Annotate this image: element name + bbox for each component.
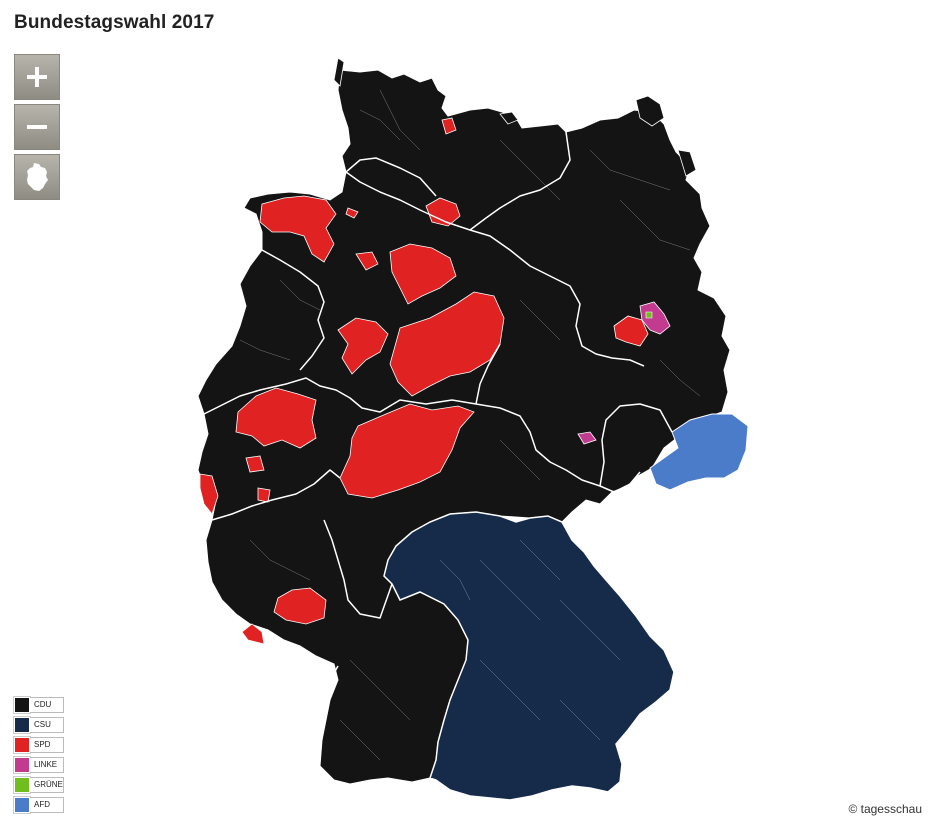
legend-item-linke: LINKE <box>13 756 64 774</box>
legend-swatch <box>13 756 31 774</box>
map-region-spd-emsland[interactable] <box>259 195 337 263</box>
map-island-sylt[interactable] <box>333 57 345 87</box>
legend-item-afd: AFD <box>13 796 64 814</box>
legend-swatch <box>13 776 31 794</box>
map-region-spd-hannover[interactable] <box>389 243 457 305</box>
map-island-usedom[interactable] <box>677 149 697 177</box>
map-region-afd[interactable] <box>649 413 749 491</box>
map-region-spd-ruhr[interactable] <box>235 387 317 449</box>
legend-label: CDU <box>30 697 64 713</box>
map-region-spd-nienburg[interactable] <box>355 251 379 271</box>
legend-item-spd: SPD <box>13 736 64 754</box>
map-region-csu[interactable] <box>383 511 675 801</box>
map-region-spd-aachen[interactable] <box>199 473 219 515</box>
legend-item-csu: CSU <box>13 716 64 734</box>
copyright-credit: © tagesschau <box>848 802 922 816</box>
legend-swatch <box>13 736 31 754</box>
map-region-linke-leipzig[interactable] <box>577 431 597 445</box>
map-region-spd-saarbruecken[interactable] <box>241 623 265 645</box>
page-title: Bundestagswahl 2017 <box>14 12 215 33</box>
state-borders <box>203 131 673 741</box>
map-region-spd-kiel[interactable] <box>441 117 457 135</box>
map-region-gruene-berlin[interactable] <box>645 311 653 319</box>
map-region-spd-bremen[interactable] <box>345 207 359 219</box>
map-legend: CDU CSU SPD LINKE GRÜNE AFD <box>13 696 64 816</box>
map-island-ruegen[interactable] <box>635 95 665 127</box>
zoom-in-button[interactable] <box>14 54 60 100</box>
legend-swatch <box>13 796 31 814</box>
legend-item-gruene: GRÜNE <box>13 776 64 794</box>
map-region-spd-kaiserslautern[interactable] <box>273 587 327 625</box>
map-region-spd-bielefeld[interactable] <box>337 317 389 375</box>
map-region-spd-hamburg[interactable] <box>425 197 461 227</box>
legend-swatch <box>13 696 31 714</box>
zoom-out-button[interactable] <box>14 104 60 150</box>
map-region-spd-kassel[interactable] <box>339 403 475 499</box>
reset-view-button[interactable] <box>14 154 60 200</box>
legend-label: CSU <box>30 717 64 733</box>
district-borders <box>239 89 701 761</box>
map-region-spd-braunschweig[interactable] <box>389 291 505 397</box>
map-region-spd-bonn[interactable] <box>257 487 271 503</box>
legend-label: AFD <box>30 797 64 813</box>
minus-icon <box>27 125 47 129</box>
map-island-fehmarn[interactable] <box>499 111 519 125</box>
map-controls <box>14 54 60 204</box>
legend-label: GRÜNE <box>30 777 64 793</box>
map-region-spd-berlin[interactable] <box>613 315 649 347</box>
legend-label: SPD <box>30 737 64 753</box>
map-region-spd-koeln[interactable] <box>245 455 265 473</box>
map-region-linke-berlin[interactable] <box>639 301 671 335</box>
legend-item-cdu: CDU <box>13 696 64 714</box>
plus-icon <box>27 67 47 87</box>
legend-label: LINKE <box>30 757 64 773</box>
germany-outline-icon <box>27 163 48 191</box>
legend-swatch <box>13 716 31 734</box>
